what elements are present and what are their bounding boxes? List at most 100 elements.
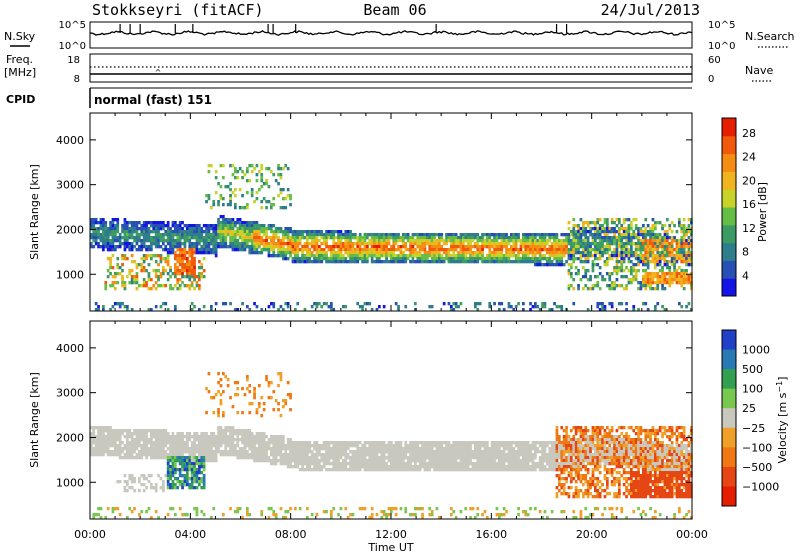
power-cell — [656, 263, 660, 267]
velocity-cell — [385, 450, 388, 454]
velocity-cell — [356, 444, 360, 448]
power-cell — [190, 308, 194, 312]
power-cell — [366, 248, 369, 252]
velocity-cell — [274, 438, 278, 442]
velocity-cell — [450, 456, 453, 460]
velocity-cell — [250, 441, 254, 445]
velocity-cell — [106, 450, 110, 454]
power-cell — [570, 239, 573, 243]
velocity-cell — [193, 435, 196, 439]
power-cell — [123, 236, 127, 240]
power-cell — [332, 251, 336, 255]
velocity-cell — [291, 456, 295, 460]
power-cell — [687, 239, 691, 243]
velocity-cell — [356, 465, 360, 469]
velocity-cell — [217, 372, 220, 376]
power-cell — [615, 239, 619, 243]
power-cell — [358, 248, 362, 252]
power-cell — [510, 248, 513, 252]
power-cell — [258, 251, 261, 255]
velocity-cell — [253, 456, 256, 460]
velocity-cell — [354, 459, 357, 463]
power-cell — [373, 239, 376, 243]
power-cell — [334, 236, 338, 240]
power-cell — [157, 239, 160, 243]
power-cell — [279, 206, 283, 210]
power-cell — [630, 224, 633, 228]
power-cell — [267, 251, 271, 255]
velocity-cell — [229, 450, 232, 454]
power-cell — [250, 164, 254, 168]
power-cell — [238, 245, 242, 249]
power-cell — [238, 242, 242, 246]
velocity-cell — [440, 465, 444, 469]
power-cell — [620, 248, 624, 252]
velocity-cell — [447, 447, 451, 451]
velocity-cell — [373, 444, 376, 448]
power-cell — [190, 227, 194, 231]
power-cell — [618, 218, 621, 222]
velocity-cell — [445, 444, 448, 448]
power-cell — [680, 272, 684, 276]
power-cell — [416, 254, 420, 258]
velocity-cell — [246, 378, 249, 382]
power-cell — [670, 254, 674, 258]
power-cell — [582, 245, 585, 249]
power-cell — [174, 224, 177, 228]
velocity-cell — [193, 432, 196, 436]
power-cell — [670, 230, 674, 234]
power-cell — [205, 230, 208, 234]
power-cell — [560, 260, 564, 264]
power-cell — [514, 236, 518, 240]
power-cell — [598, 257, 602, 261]
velocity-cell — [373, 447, 376, 451]
power-cell — [387, 254, 391, 258]
velocity-cell — [306, 507, 309, 511]
power-cell — [433, 245, 436, 249]
power-cell — [670, 257, 674, 261]
power-cell — [644, 233, 648, 237]
velocity-cell — [337, 444, 340, 448]
power-cell — [344, 236, 348, 240]
velocity-cell — [126, 456, 129, 460]
velocity-cell — [193, 507, 196, 511]
power-cell — [373, 251, 376, 255]
velocity-cell — [99, 450, 103, 454]
velocity-cell — [195, 456, 199, 460]
velocity-cell — [327, 441, 331, 445]
power-cell — [262, 230, 266, 234]
power-cell — [116, 221, 120, 225]
velocity-cell — [385, 465, 388, 469]
power-cell — [94, 230, 98, 234]
power-cell — [646, 242, 650, 246]
power-cell — [186, 263, 189, 267]
power-cell — [514, 233, 518, 237]
power-cell — [140, 242, 144, 246]
velocity-cell — [94, 513, 98, 517]
velocity-cell — [126, 447, 129, 451]
power-cell — [306, 242, 309, 246]
power-cell — [183, 269, 187, 273]
velocity-cell — [334, 441, 338, 445]
power-cell — [231, 164, 235, 168]
power-cell — [354, 248, 357, 252]
power-cell — [466, 245, 470, 249]
velocity-cell — [260, 459, 264, 463]
power-cell — [142, 242, 146, 246]
power-cell — [205, 224, 208, 228]
velocity-cell — [205, 444, 208, 448]
power-cell — [229, 227, 232, 231]
power-cell — [183, 248, 187, 252]
power-cell — [339, 236, 343, 240]
power-cell — [474, 302, 477, 306]
power-cell — [126, 233, 129, 237]
power-cell — [426, 251, 429, 255]
power-cell — [572, 227, 576, 231]
power-cell — [505, 245, 508, 249]
power-cell — [286, 167, 290, 171]
power-cell — [294, 257, 297, 261]
power-cell — [226, 185, 230, 189]
power-cell — [219, 236, 223, 240]
power-cell — [534, 248, 537, 252]
velocity-cell — [205, 441, 208, 445]
